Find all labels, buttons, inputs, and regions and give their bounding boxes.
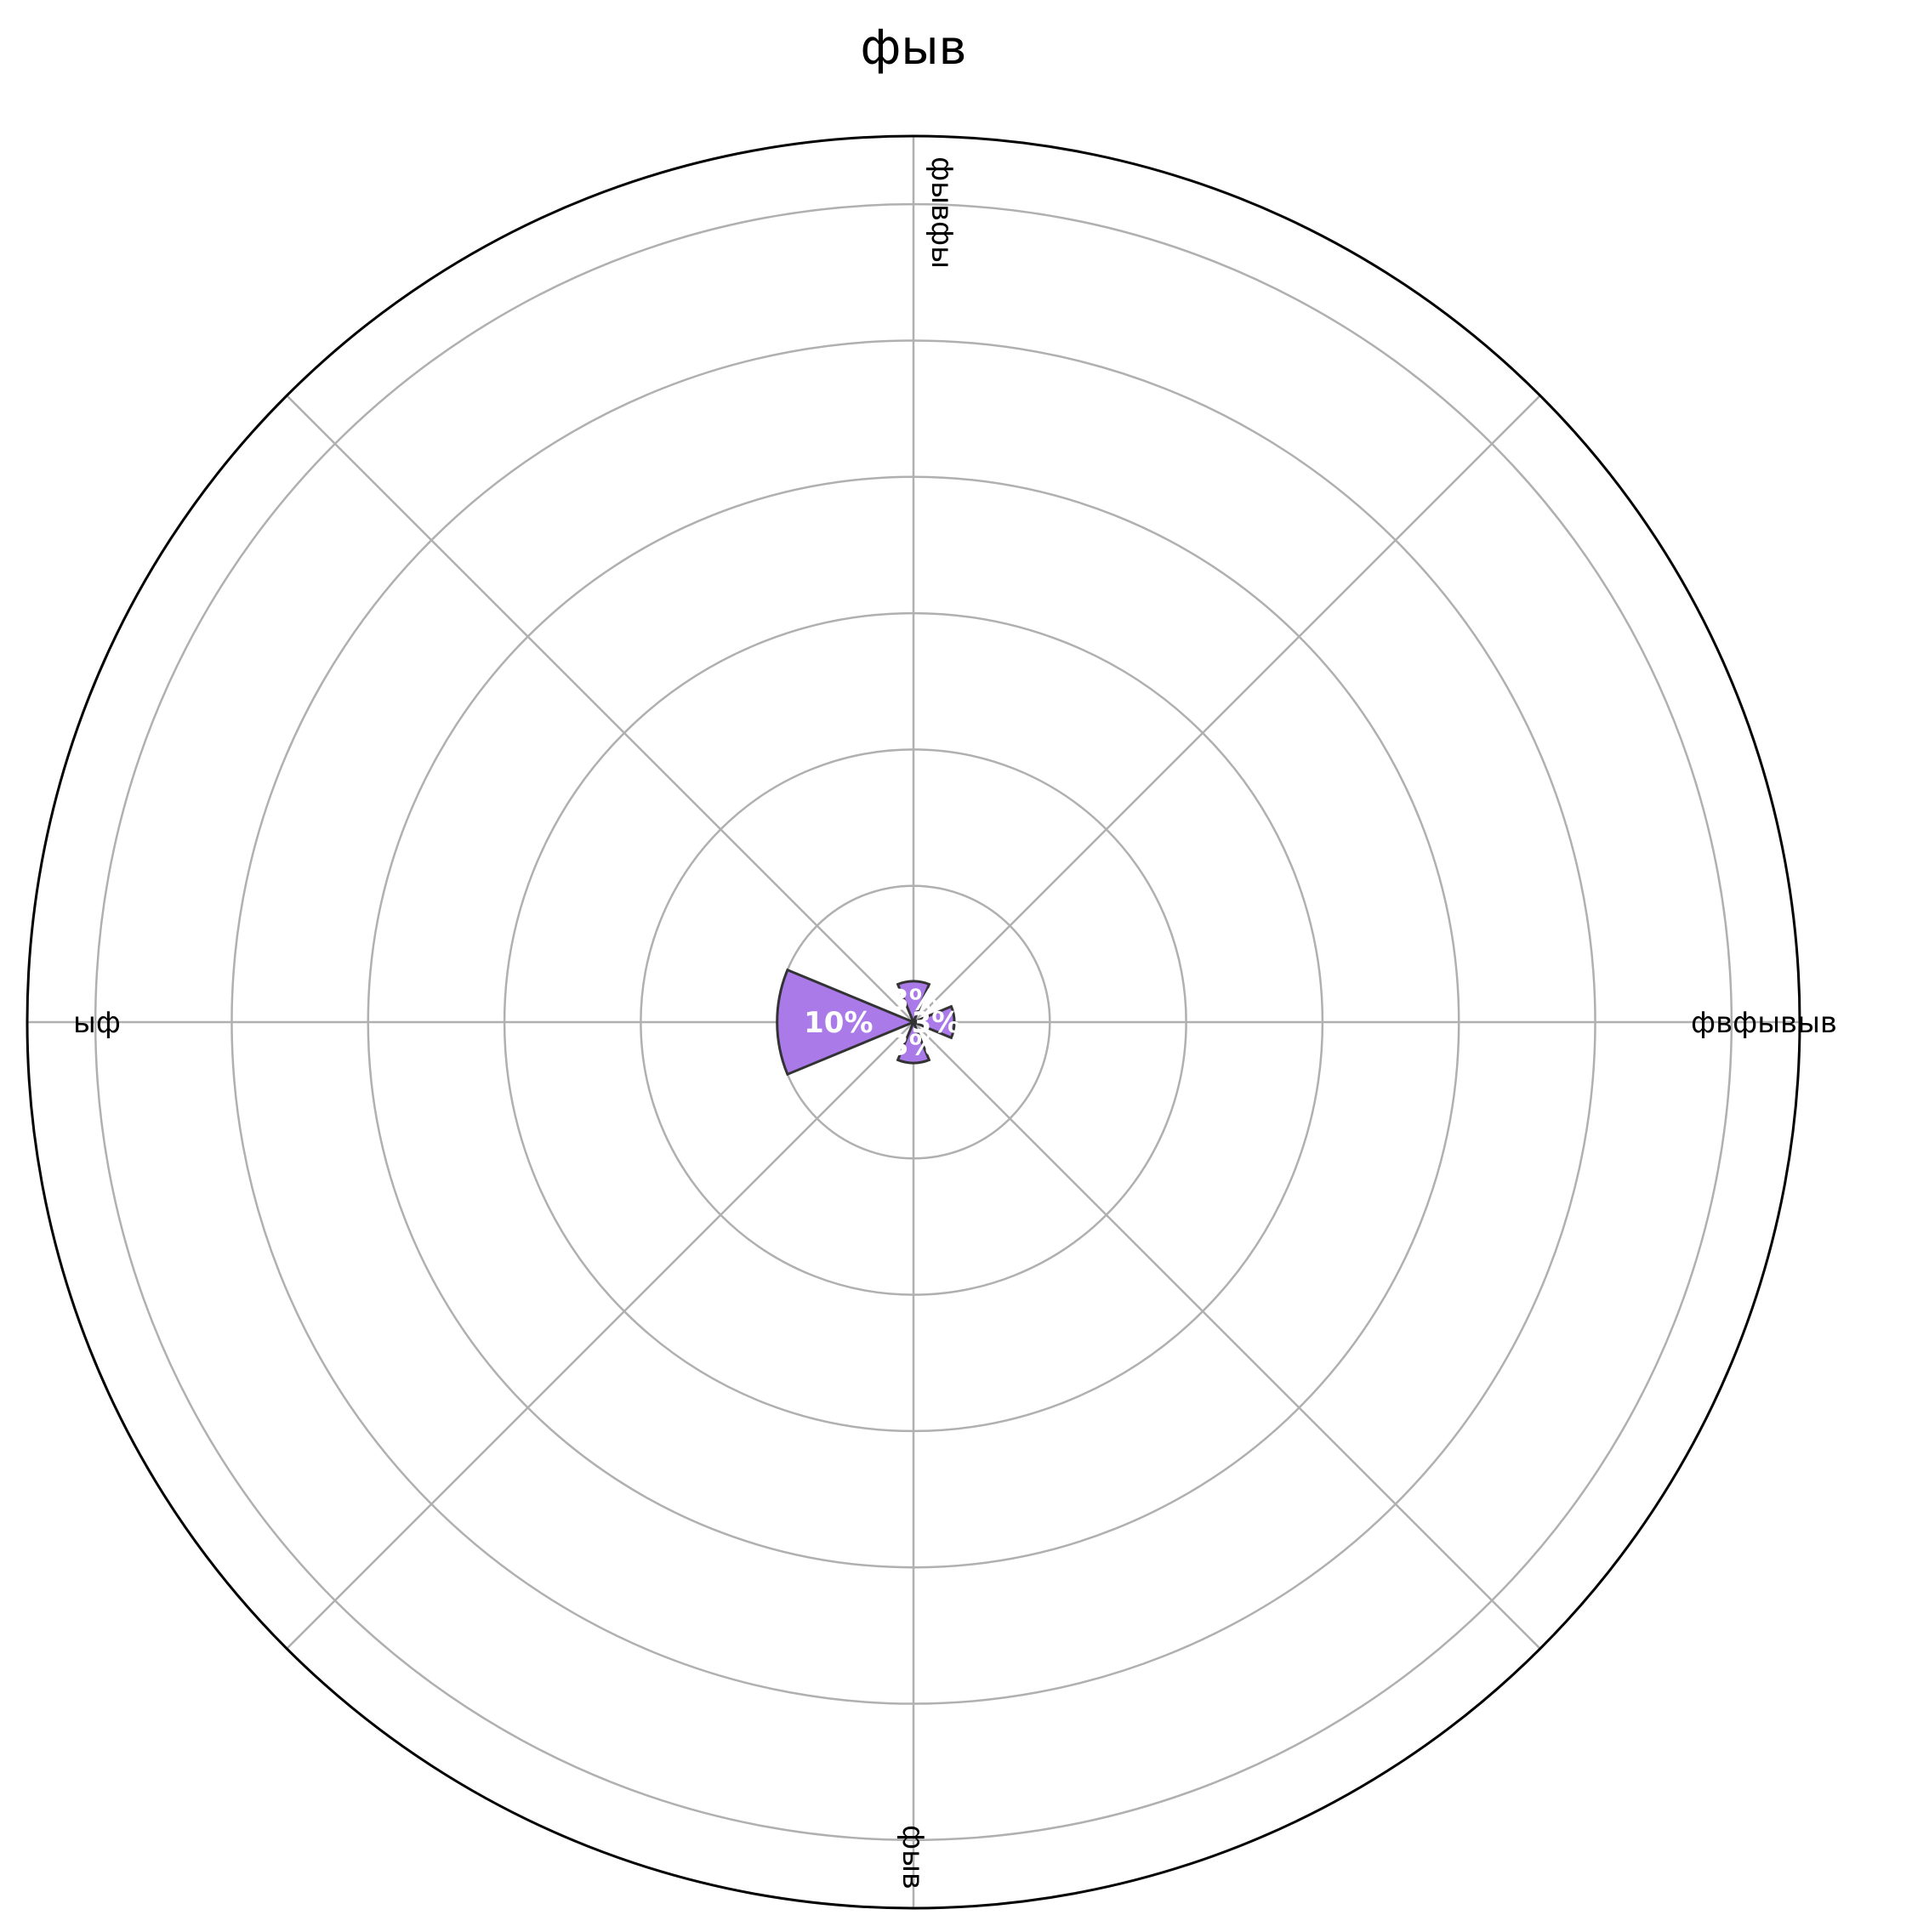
- angular-gridline-2: [913, 395, 1541, 1023]
- angular-gridline-6: [286, 1021, 914, 1650]
- data-label-4: 10%: [804, 1006, 873, 1040]
- bar-2: [910, 1004, 956, 1040]
- chart-title: фыв: [860, 20, 966, 76]
- label-layer: 3%3%3%10%: [804, 984, 960, 1063]
- data-label-2: 3%: [912, 1006, 961, 1040]
- angular-gridline-4: [913, 1021, 1541, 1650]
- bar-4: [776, 968, 917, 1077]
- bar-1: [896, 980, 931, 1026]
- data-label-1: 3%: [889, 984, 938, 1018]
- category-label-layer: фывфы фвфывыв фыв ыф: [73, 156, 1837, 1889]
- grid-layer: [26, 134, 1801, 1910]
- angular-gridline-8: [286, 395, 914, 1023]
- data-label-3: 3%: [889, 1028, 938, 1062]
- bar-layer: [776, 968, 956, 1077]
- category-label-4: ыф: [73, 1006, 121, 1040]
- category-label-2: фвфывыв: [1691, 1006, 1837, 1040]
- category-label-3: фыв: [896, 1825, 930, 1889]
- category-label-1: фывфы: [925, 156, 959, 269]
- polar-outer-frame: [26, 134, 1801, 1910]
- bar-3: [896, 1019, 931, 1065]
